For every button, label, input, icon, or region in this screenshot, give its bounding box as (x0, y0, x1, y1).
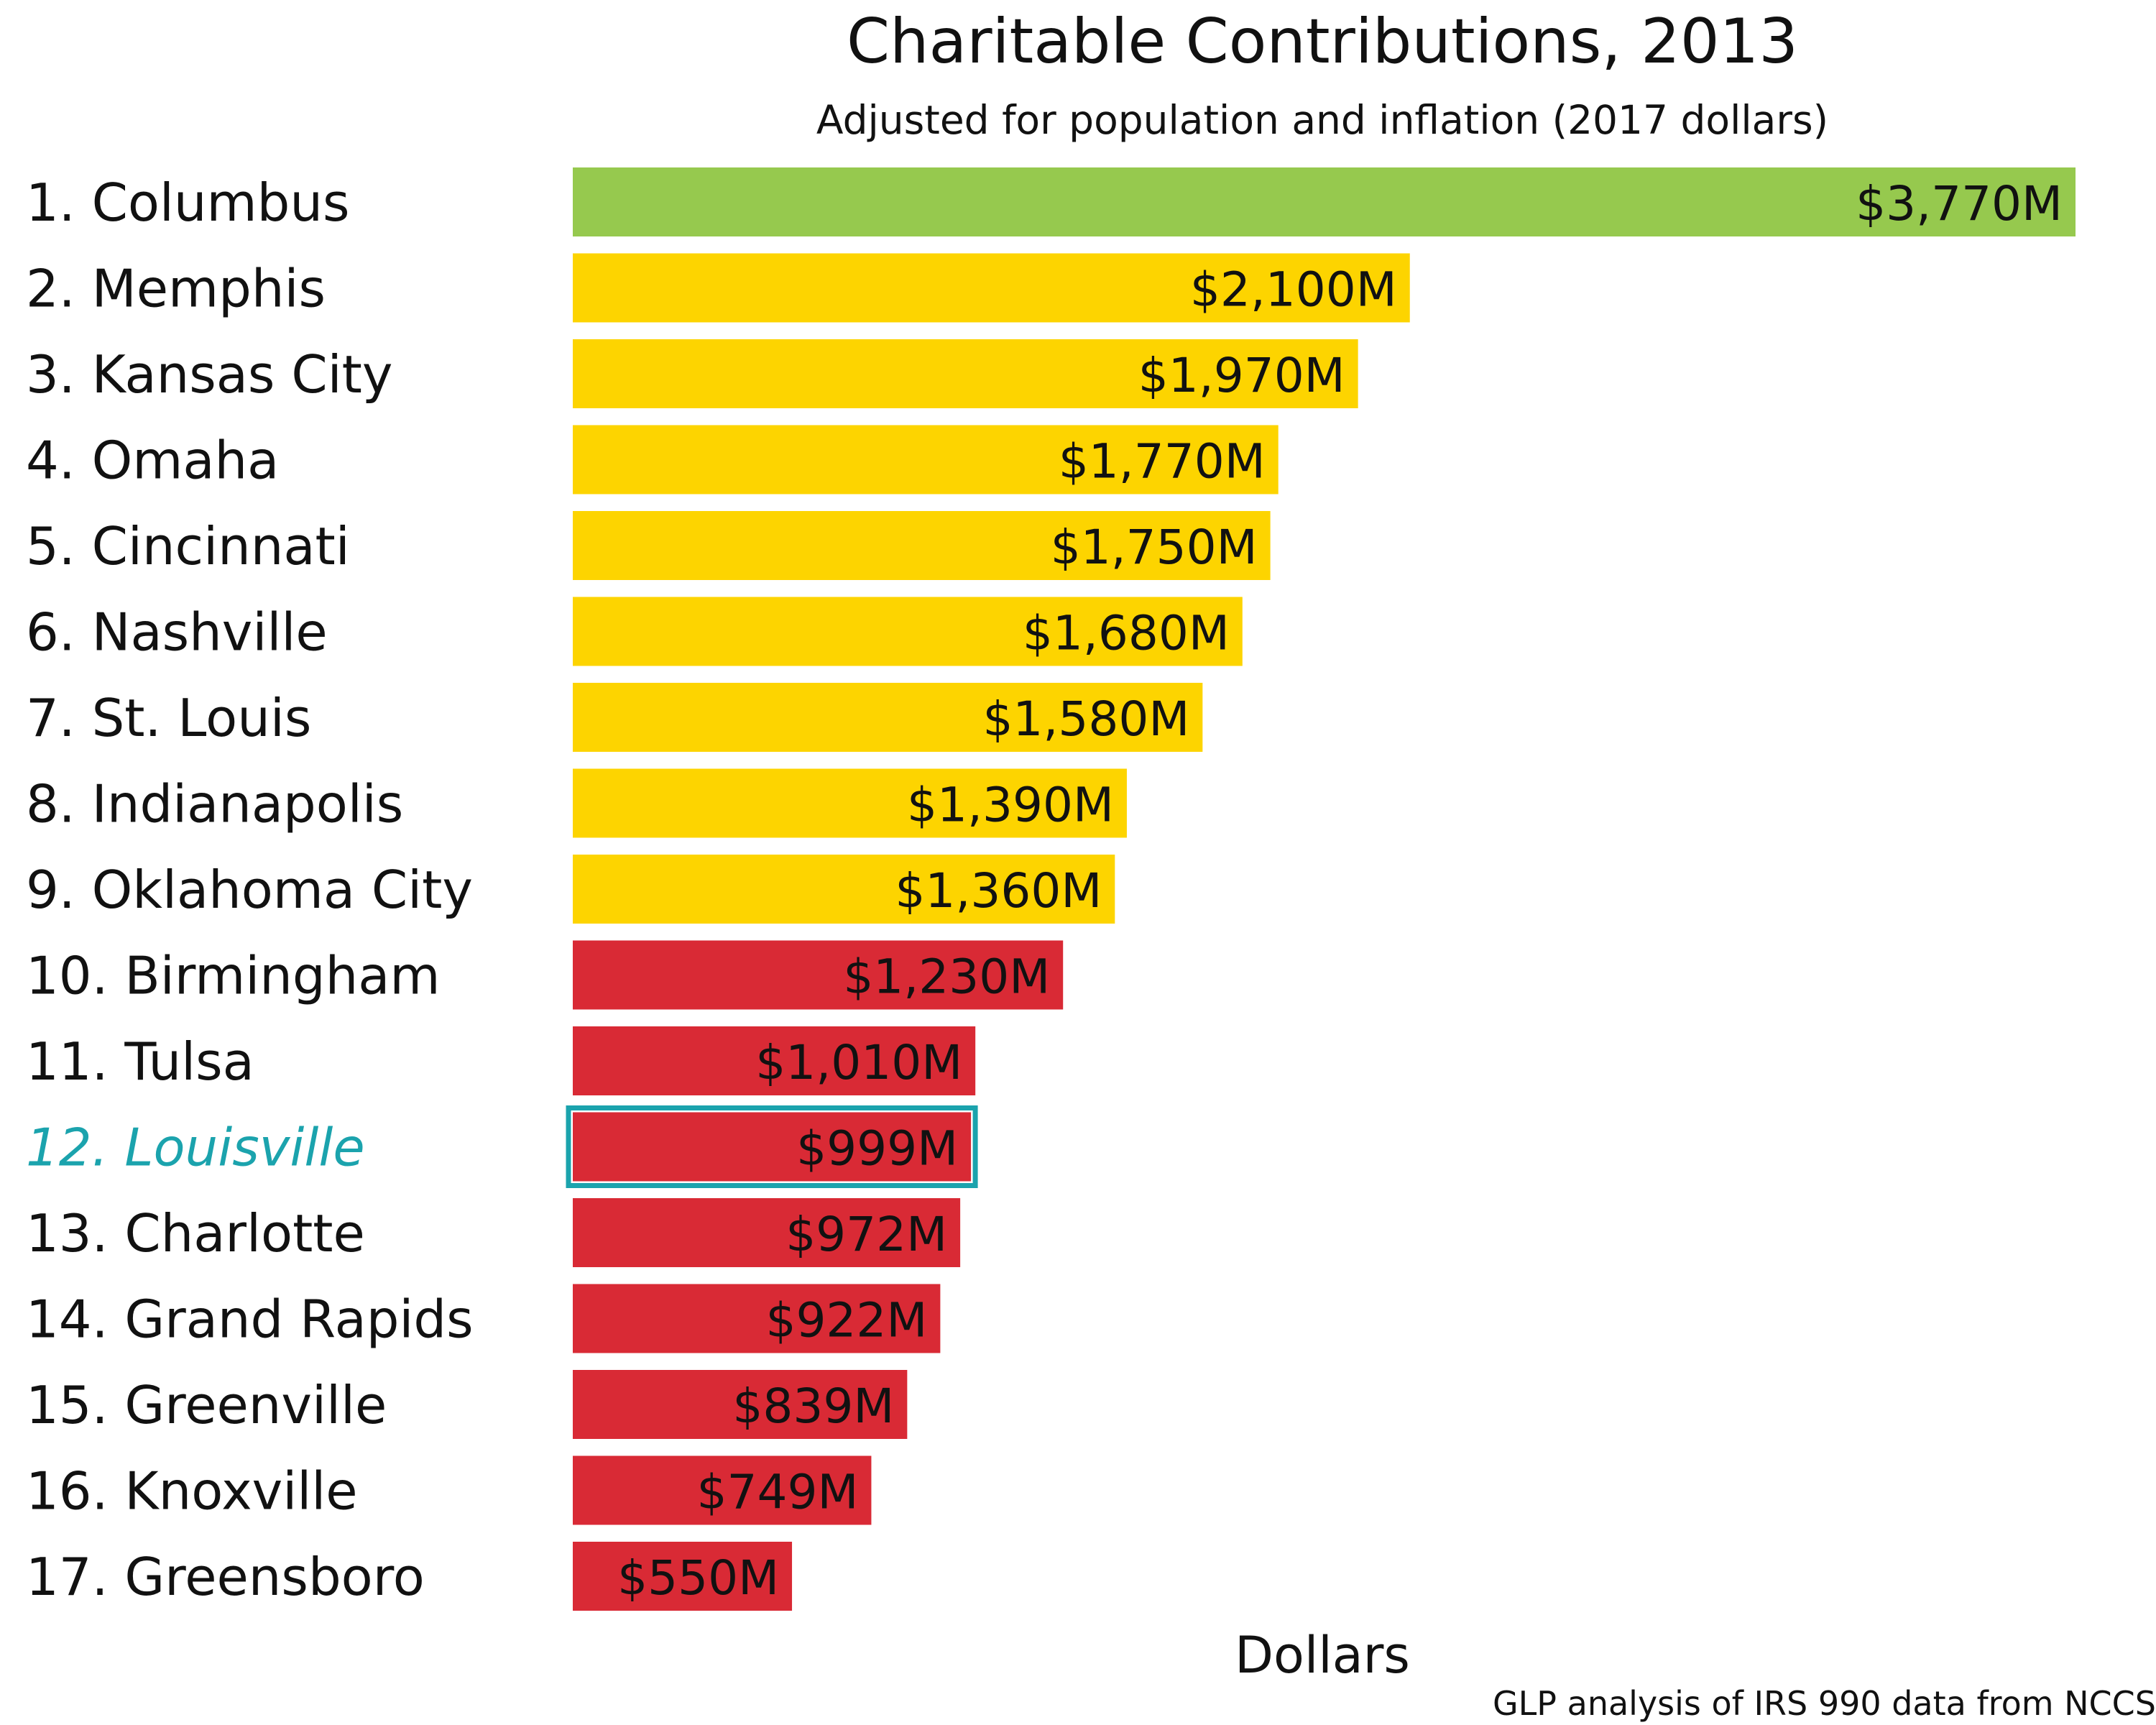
category-label: 10. Birmingham (26, 946, 441, 1006)
bar-15 (573, 1370, 908, 1439)
bar-1 (573, 167, 2076, 236)
category-label: 6. Nashville (26, 602, 328, 663)
category-label: 5. Cincinnati (26, 516, 350, 576)
category-label: 15. Greenville (26, 1375, 387, 1435)
bar-6 (573, 597, 1243, 666)
category-label: 4. Omaha (26, 431, 279, 491)
bar-14 (573, 1284, 941, 1353)
bar-13 (573, 1198, 961, 1267)
category-label: 16. Knoxville (26, 1461, 358, 1522)
category-label: 1. Columbus (26, 172, 350, 233)
bar-value-label: $1,010M (755, 1035, 962, 1090)
bar-7 (573, 683, 1203, 752)
bar-17 (573, 1542, 793, 1611)
category-label: 14. Grand Rapids (26, 1289, 474, 1350)
highlight-outline (566, 1105, 978, 1188)
bar-5 (573, 511, 1271, 580)
bar-16 (573, 1455, 872, 1525)
bar-value-label: $1,360M (895, 863, 1102, 919)
bar-value-label: $749M (697, 1465, 859, 1520)
bar-value-label: $2,100M (1190, 262, 1397, 318)
bar-value-label: $1,970M (1138, 348, 1345, 403)
bar-value-label: $1,230M (843, 949, 1050, 1005)
bar-value-label: $1,770M (1059, 434, 1266, 489)
bar-10 (573, 940, 1064, 1010)
bar-3 (573, 339, 1358, 408)
bar-value-label: $1,680M (1023, 606, 1230, 661)
bar-2 (573, 253, 1410, 323)
category-label: 3. Kansas City (26, 344, 392, 405)
bar-value-label: $972M (786, 1207, 947, 1262)
category-label: 12. Louisville (26, 1118, 365, 1178)
chart-title: Charitable Contributions, 2013 (847, 6, 1798, 78)
category-label: 13. Charlotte (26, 1203, 365, 1264)
bar-12 (573, 1112, 972, 1182)
bar-value-label: $922M (765, 1293, 927, 1348)
bar-4 (573, 425, 1279, 494)
bar-value-label: $3,770M (1856, 176, 2063, 231)
x-axis-label: Dollars (1235, 1626, 1410, 1685)
bar-value-label: $999M (796, 1121, 958, 1177)
category-label: 8. Indianapolis (26, 774, 403, 834)
bar-value-label: $1,390M (907, 778, 1114, 833)
bar-value-label: $550M (617, 1550, 779, 1606)
bar-9 (573, 855, 1115, 924)
bar-value-label: $1,750M (1051, 520, 1258, 575)
source-note: GLP analysis of IRS 990 data from NCCS (1493, 1684, 2156, 1723)
category-label: 17. Greensboro (26, 1547, 425, 1607)
bar-8 (573, 768, 1127, 838)
category-label: 2. Memphis (26, 259, 326, 319)
bar-value-label: $839M (732, 1379, 894, 1434)
category-label: 11. Tulsa (26, 1031, 254, 1092)
category-label: 9. Oklahoma City (26, 860, 473, 920)
chart-subtitle: Adjusted for population and inflation (2… (816, 97, 1829, 143)
bar-11 (573, 1026, 976, 1095)
bar-value-label: $1,580M (982, 691, 1189, 747)
category-label: 7. St. Louis (26, 688, 311, 748)
